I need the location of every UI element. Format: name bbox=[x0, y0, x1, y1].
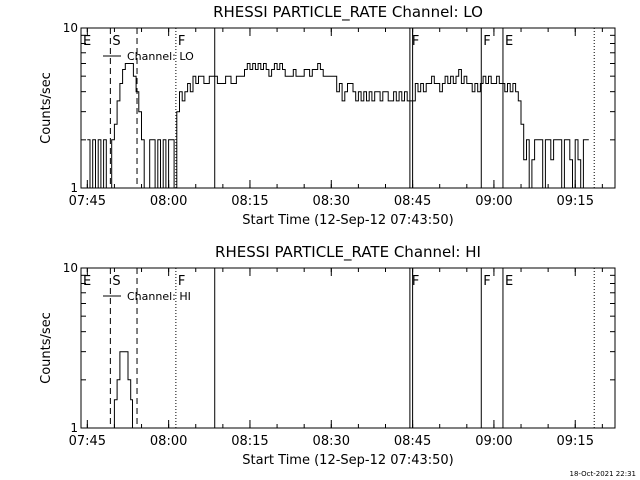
flag-label: E bbox=[505, 274, 513, 289]
x-tick-label: 08:45 bbox=[394, 434, 431, 449]
panel-hi: RHESSI PARTICLE_RATE Channel: HI 07:45 08:… bbox=[39, 243, 616, 468]
x-tick-label: 09:15 bbox=[557, 434, 594, 449]
flag-label: F bbox=[412, 34, 419, 49]
x-tick-label: 08:30 bbox=[313, 194, 350, 209]
x-tick-label: 08:45 bbox=[394, 194, 431, 209]
y-tick-label: 10 bbox=[63, 261, 78, 275]
x-tick-label: 08:00 bbox=[150, 434, 187, 449]
y-tick-label: 1 bbox=[70, 181, 78, 195]
x-tick-label: 08:00 bbox=[150, 194, 187, 209]
panel-lo: RHESSI PARTICLE_RATE Channel: LO 07:45 08:… bbox=[39, 3, 616, 228]
chart-title: RHESSI PARTICLE_RATE Channel: HI bbox=[215, 243, 481, 262]
legend-label: Channel: HI bbox=[127, 290, 191, 303]
flag-label: E bbox=[505, 34, 513, 49]
flag-label: F bbox=[483, 34, 490, 49]
flag-label: S bbox=[112, 34, 120, 49]
y-tick-label: 1 bbox=[70, 421, 78, 435]
flag-label: F bbox=[178, 274, 185, 289]
flag-label: S bbox=[112, 274, 120, 289]
x-tick-label: 07:45 bbox=[69, 194, 106, 209]
series-line bbox=[87, 63, 589, 189]
x-axis-label: Start Time (12-Sep-12 07:43:50) bbox=[242, 453, 453, 468]
y-axis-label: Counts/sec bbox=[39, 312, 54, 384]
x-tick-label: 09:00 bbox=[475, 194, 512, 209]
x-tick-label: 07:45 bbox=[69, 434, 106, 449]
y-tick-label: 10 bbox=[63, 21, 78, 35]
x-tick-label: 08:30 bbox=[313, 434, 350, 449]
flag-label: F bbox=[412, 274, 419, 289]
flag-label: E bbox=[83, 34, 91, 49]
x-tick-label: 09:15 bbox=[557, 194, 594, 209]
x-tick-label: 08:15 bbox=[231, 434, 268, 449]
chart-title: RHESSI PARTICLE_RATE Channel: LO bbox=[213, 3, 483, 22]
flag-label: F bbox=[178, 34, 185, 49]
flag-label: E bbox=[83, 274, 91, 289]
series-line bbox=[112, 351, 133, 429]
timestamp-label: 18-Oct-2021 22:31 bbox=[569, 470, 636, 478]
plot-frame bbox=[80, 27, 616, 189]
x-tick-label: 09:00 bbox=[475, 434, 512, 449]
x-tick-label: 08:15 bbox=[231, 194, 268, 209]
flag-label: F bbox=[483, 274, 490, 289]
x-axis-label: Start Time (12-Sep-12 07:43:50) bbox=[242, 213, 453, 228]
plot-frame bbox=[80, 267, 616, 429]
legend-label: Channel: LO bbox=[127, 50, 194, 63]
y-axis-label: Counts/sec bbox=[39, 72, 54, 144]
